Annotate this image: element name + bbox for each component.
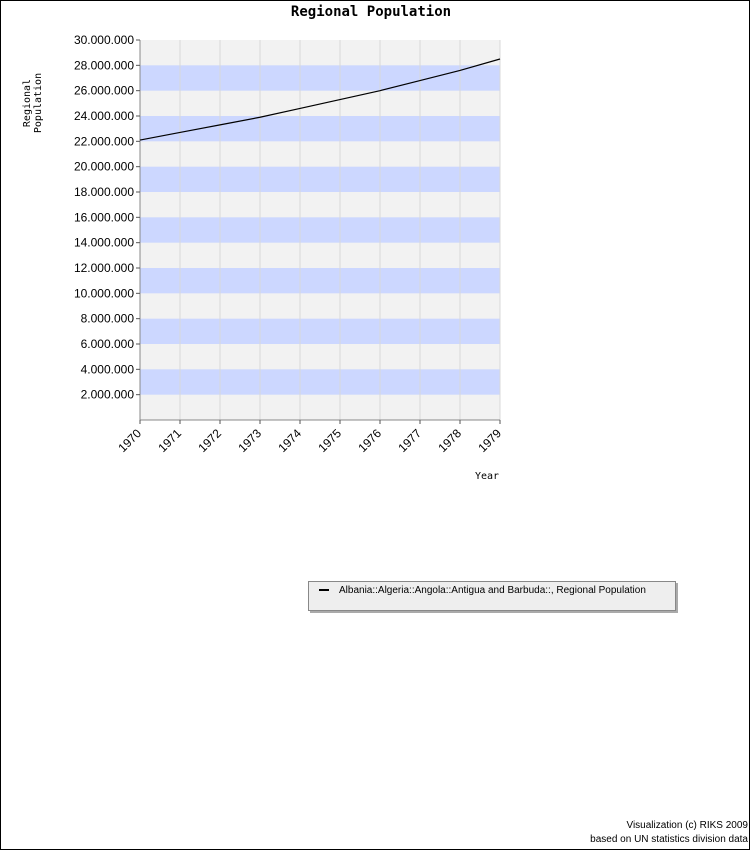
plot-band — [140, 318, 500, 344]
y-tick-label: 24.000.000 — [74, 109, 134, 123]
x-tick-label: 1976 — [355, 426, 384, 455]
x-tick-label: 1977 — [395, 426, 424, 455]
x-tick-label: 1970 — [115, 426, 144, 455]
x-tick-label: 1979 — [475, 426, 504, 455]
y-tick-label: 12.000.000 — [74, 261, 134, 275]
plot-band — [140, 369, 500, 395]
x-tick-label: 1972 — [195, 426, 224, 455]
y-tick-label: 8.000.000 — [81, 312, 135, 326]
series-line — [139, 58, 501, 141]
plot-band — [140, 268, 500, 294]
y-tick-label: 26.000.000 — [74, 84, 134, 98]
x-tick-label: 1975 — [315, 426, 344, 455]
x-tick-label: 1978 — [435, 426, 464, 455]
plot-band — [140, 217, 500, 243]
legend-label: Albania::Algeria::Angola::Antigua and Ba… — [339, 585, 646, 596]
y-tick-label: 4.000.000 — [81, 362, 135, 376]
y-tick-label: 16.000.000 — [74, 210, 134, 224]
x-tick-label: 1971 — [155, 426, 184, 455]
credit-line-1: Visualization (c) RIKS 2009 — [626, 820, 748, 831]
y-tick-label: 14.000.000 — [74, 236, 134, 250]
plot-band — [140, 65, 500, 91]
legend: Albania::Algeria::Angola::Antigua and Ba… — [308, 581, 676, 611]
credit-line-2: based on UN statistics division data — [590, 834, 748, 845]
plot-band — [140, 166, 500, 192]
y-tick-label: 2.000.000 — [81, 388, 135, 402]
chart-title: Regional Population — [290, 4, 452, 20]
y-tick-label: 28.000.000 — [74, 58, 134, 72]
y-tick-label: 20.000.000 — [74, 160, 134, 174]
y-tick-label: 10.000.000 — [74, 286, 134, 300]
x-tick-label: 1974 — [275, 426, 304, 455]
x-axis-label: Year — [475, 471, 500, 482]
x-tick-label: 1973 — [235, 426, 264, 455]
y-tick-label: 30.000.000 — [74, 33, 134, 47]
y-tick-label: 22.000.000 — [74, 134, 134, 148]
y-tick-label: 6.000.000 — [81, 337, 135, 351]
plot-band — [140, 116, 500, 142]
y-tick-label: 18.000.000 — [74, 185, 134, 199]
legend-swatch — [319, 589, 329, 591]
